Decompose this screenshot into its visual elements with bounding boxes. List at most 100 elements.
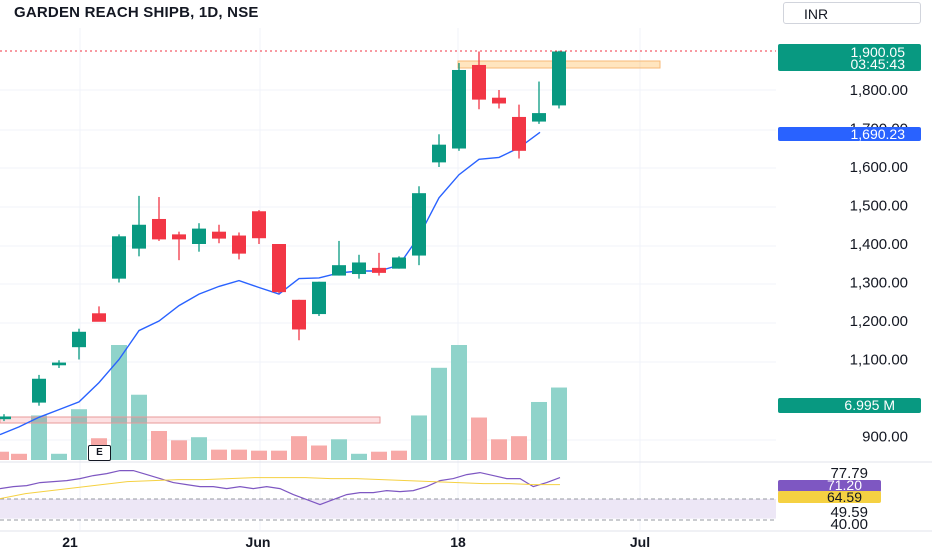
- rsi-ma-label: 64.59: [827, 489, 862, 505]
- price-tick-label: 1,500.00: [850, 198, 908, 215]
- candle-body: [492, 97, 506, 104]
- volume-bar: [111, 345, 127, 460]
- time-tick-label: Jul: [630, 534, 650, 550]
- rsi-tick-label: 77.79: [830, 465, 868, 482]
- volume-bar: [51, 453, 67, 460]
- volume-bar: [511, 436, 527, 460]
- candle-body: [332, 265, 346, 276]
- ma-value-label: 1,690.23: [851, 126, 906, 142]
- volume-bar: [291, 436, 307, 460]
- candle: [192, 223, 206, 252]
- candle-body: [72, 331, 86, 348]
- price-tick-label: 1,300.00: [850, 275, 908, 292]
- candle: [532, 81, 546, 124]
- candle: [372, 252, 386, 276]
- rsi-value-badge: [778, 480, 881, 492]
- volume-bar: [71, 409, 87, 460]
- candle-body: [32, 378, 46, 403]
- volume-bar: [311, 445, 327, 460]
- price-tick-label: 900.00: [862, 429, 908, 446]
- candle-body: [292, 299, 306, 330]
- volume-bar: [391, 450, 407, 460]
- candle-body: [312, 281, 326, 315]
- time-tick-label: Jun: [246, 534, 271, 550]
- candle-body: [0, 416, 11, 420]
- candle: [212, 224, 226, 244]
- candle-body: [52, 362, 66, 366]
- candle: [172, 231, 186, 261]
- price-tick-label: 1,600.00: [850, 159, 908, 176]
- volume-bar: [251, 450, 267, 460]
- moving-average: [0, 131, 541, 436]
- volume-bar: [131, 394, 147, 460]
- candle: [552, 50, 566, 109]
- price-tick-label: 1,200.00: [850, 313, 908, 330]
- ma-value-badge: [778, 127, 921, 141]
- volume-bar: [171, 440, 187, 460]
- candle-body: [432, 144, 446, 163]
- candle: [252, 210, 266, 244]
- chart-grid: [0, 28, 776, 530]
- price-tick-label: 1,400.00: [850, 236, 908, 253]
- time-axis: 21 Jun 18 Jul: [0, 530, 932, 550]
- volume-bar: [431, 367, 447, 460]
- rsi-tick-label: 40.00: [830, 516, 868, 533]
- candle: [332, 240, 346, 276]
- price-tick-label: 1,100.00: [850, 352, 908, 369]
- candle: [132, 195, 146, 257]
- support-zone-box: [0, 416, 381, 424]
- countdown-label: 03:45:43: [851, 56, 906, 72]
- candle: [0, 414, 11, 422]
- candles: [0, 50, 566, 422]
- candle-body: [532, 113, 546, 122]
- candle: [412, 186, 426, 266]
- candle-body: [132, 224, 146, 249]
- candle-body: [272, 244, 286, 293]
- earnings-event-icon[interactable]: E: [88, 445, 111, 461]
- candle: [112, 234, 126, 283]
- volume-value-label: 6.995 M: [844, 397, 895, 413]
- volume-value-badge: [778, 398, 921, 413]
- rsi-line: [0, 470, 561, 506]
- volume-bar: [451, 345, 467, 460]
- rsi-tick-label: 49.59: [830, 504, 868, 521]
- candle-body: [212, 231, 226, 239]
- chart-title: GARDEN REACH SHIPB, 1D, NSE: [14, 4, 259, 21]
- volume-bar: [211, 449, 227, 460]
- candle: [492, 90, 506, 109]
- candle-body: [392, 257, 406, 269]
- candle-body: [152, 218, 166, 240]
- candle: [312, 281, 326, 316]
- candle-body: [552, 51, 566, 106]
- volume-bar: [551, 387, 567, 460]
- last-price-badge: [778, 44, 921, 71]
- candle-body: [352, 262, 366, 275]
- candle-body: [412, 193, 426, 256]
- candle: [472, 51, 486, 110]
- candle: [152, 197, 166, 241]
- zone-boxes: [0, 60, 661, 424]
- volume-bar: [471, 417, 487, 460]
- candle-body: [112, 236, 126, 279]
- candle-body: [452, 69, 466, 149]
- candle: [432, 134, 446, 167]
- volume-bar: [11, 453, 27, 460]
- volume-bar: [351, 453, 367, 460]
- volume-bar: [531, 401, 547, 460]
- price-tick-label: 1,800.00: [850, 82, 908, 99]
- volume-bar: [151, 430, 167, 460]
- candle: [92, 306, 106, 322]
- volume-bar: [31, 415, 47, 460]
- ma-line: [0, 131, 541, 436]
- candle: [292, 299, 306, 341]
- candle: [452, 63, 466, 151]
- rsi-ma-line: [0, 477, 560, 500]
- candle-body: [232, 235, 246, 254]
- candle-body: [172, 234, 186, 240]
- rsi-value-label: 71.20: [827, 477, 862, 493]
- candle: [272, 244, 286, 294]
- currency-selector[interactable]: INR: [783, 2, 921, 24]
- candle: [512, 104, 526, 159]
- candle: [52, 360, 66, 368]
